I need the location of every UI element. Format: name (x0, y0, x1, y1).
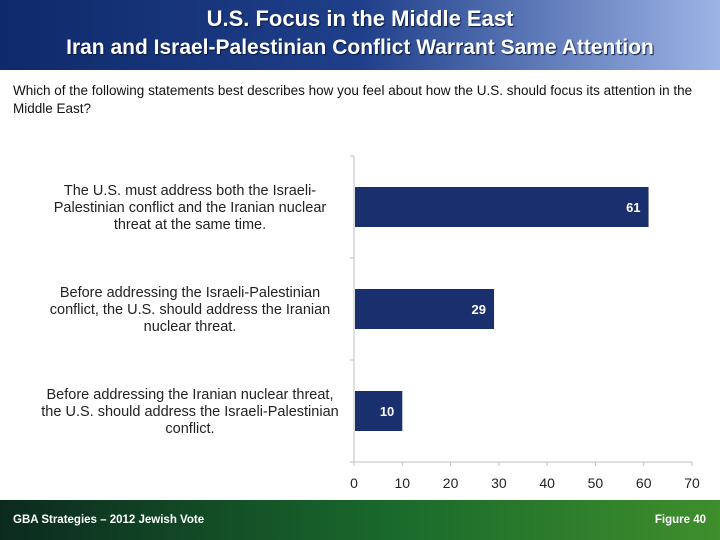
survey-question: Which of the following statements best d… (13, 83, 693, 116)
x-tick-label: 40 (539, 475, 555, 491)
bar (355, 187, 649, 227)
x-tick-label: 50 (588, 475, 604, 491)
figure-number: Figure 40 (654, 514, 706, 526)
category-label: The U.S. must address both the Israeli-P… (54, 183, 327, 233)
bar-value-label: 10 (380, 404, 394, 419)
category-label: Before addressing the Iranian nuclear th… (41, 387, 338, 437)
x-tick-label: 0 (350, 475, 358, 491)
x-tick-label: 70 (684, 475, 700, 491)
slide-header: U.S. Focus in the Middle East Iran and I… (0, 0, 720, 70)
category-label: Before addressing the Israeli-Palestinia… (50, 285, 331, 335)
x-tick-label: 30 (491, 475, 507, 491)
bar (355, 391, 403, 431)
x-tick-label: 60 (636, 475, 652, 491)
bar-value-label: 61 (626, 200, 640, 215)
slide-subtitle: Iran and Israel-Palestinian Conflict War… (66, 36, 654, 59)
footer-source: GBA Strategies – 2012 Jewish Vote (13, 514, 205, 526)
bar-value-label: 29 (472, 302, 486, 317)
bar (355, 289, 495, 329)
slide-footer: GBA Strategies – 2012 Jewish Vote Figure… (0, 500, 720, 540)
x-tick-label: 10 (394, 475, 410, 491)
bar-chart: 0 10 20 30 40 50 60 70 61 The U.S. must address b… (41, 155, 700, 491)
x-tick-label: 20 (443, 475, 459, 491)
slide-title: U.S. Focus in the Middle East (206, 6, 514, 31)
